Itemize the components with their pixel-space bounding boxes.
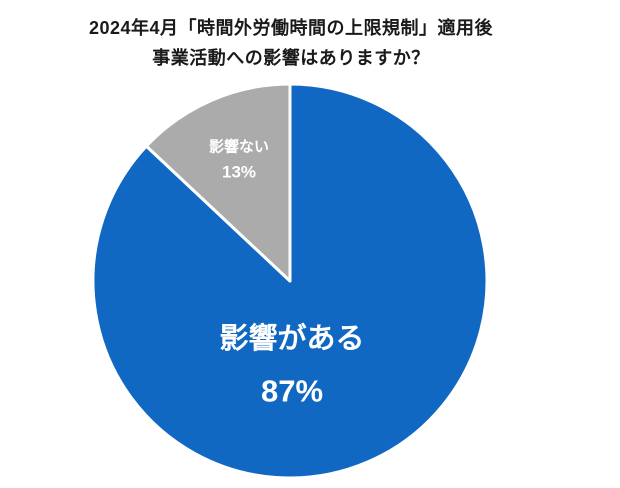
pie-slice-1-label: 影響ない xyxy=(209,138,269,156)
pie-slice-0 xyxy=(91,82,489,480)
pie-slice-1 xyxy=(144,82,292,283)
pie-slice-0-pct: 87% xyxy=(261,374,323,409)
pie-slice-1-pct: 13% xyxy=(222,163,256,182)
chart-title-line-1: 2024年4月「時間外労働時間の上限規制」適用後 xyxy=(88,18,494,38)
chart-title: 2024年4月「時間外労働時間の上限規制」適用後 事業活動への影響はありますか？ xyxy=(0,13,582,73)
pie-slice-0-label: 影響がある xyxy=(219,321,364,355)
chart-title-line-2: 事業活動への影響はありますか？ xyxy=(152,48,430,68)
